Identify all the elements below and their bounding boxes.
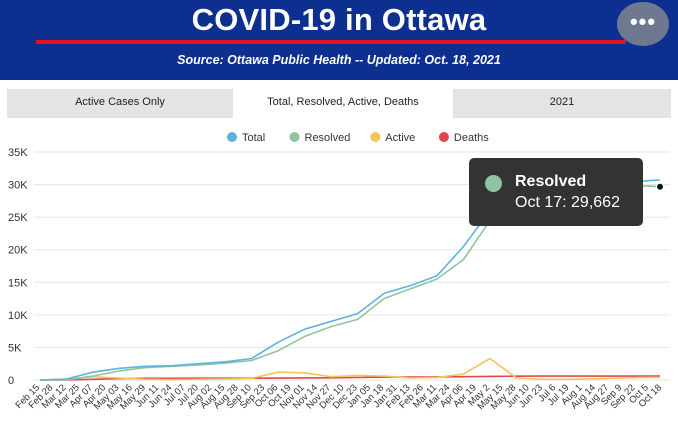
source-subtitle: Source: Ottawa Public Health -- Updated:… (177, 53, 501, 67)
y-tick-label: 20K (8, 245, 28, 257)
series-line-active (39, 357, 660, 381)
tab-bar: Active Cases Only Total, Resolved, Activ… (7, 89, 671, 120)
header-banner: COVID-19 in Ottawa Source: Ottawa Public… (0, 0, 678, 80)
title-underline (36, 40, 626, 44)
y-tick-label: 30K (8, 180, 28, 192)
legend-label-active[interactable]: Active (385, 132, 415, 144)
tab-2021[interactable]: 2021 (549, 96, 575, 108)
chart-tooltip: Resolved Oct 17: 29,662 (469, 158, 643, 226)
more-options-button[interactable]: ••• (617, 2, 669, 46)
legend-label-total[interactable]: Total (242, 132, 265, 144)
y-tick-label: 10K (8, 310, 28, 322)
legend-marker-total (227, 132, 237, 142)
legend-marker-resolved (289, 132, 300, 142)
y-tick-label: 0 (8, 375, 14, 387)
tooltip-value: Oct 17: 29,662 (515, 194, 620, 211)
legend-marker-active (370, 132, 381, 142)
more-dots-icon: ••• (629, 9, 657, 34)
y-tick-label: 25K (8, 212, 28, 224)
tooltip-series-name: Resolved (515, 173, 587, 190)
y-tick-label: 5K (8, 342, 22, 354)
tab-total-resolved-active-deaths[interactable]: Total, Resolved, Active, Deaths (233, 89, 453, 120)
page-title: COVID-19 in Ottawa (191, 2, 487, 37)
legend-marker-deaths (438, 132, 449, 142)
legend-label-deaths[interactable]: Deaths (454, 132, 489, 144)
series-line-deaths (40, 375, 660, 381)
y-tick-label: 15K (8, 277, 28, 289)
y-tick-label: 35K (8, 147, 28, 159)
highlighted-point (656, 182, 664, 191)
legend-label-resolved[interactable]: Resolved (305, 132, 351, 144)
tooltip-series-dot (485, 175, 502, 192)
tab-active-cases[interactable]: Active Cases Only (75, 96, 165, 108)
